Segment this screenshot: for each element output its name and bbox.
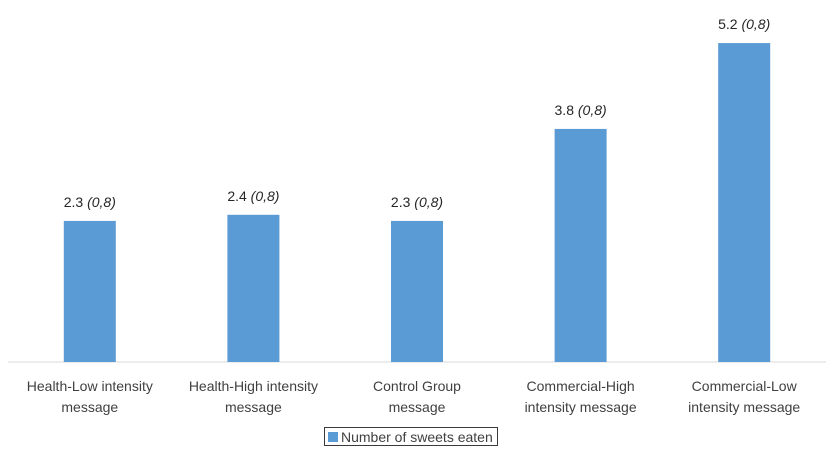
- category-label-3: Commercial-High intensity message: [525, 378, 637, 415]
- bar-2: [391, 220, 443, 362]
- bar-3: [554, 128, 607, 362]
- bar-0: [63, 220, 116, 362]
- category-label-2: Control Group message: [373, 378, 461, 415]
- data-label-3: 3.8 (0,8): [555, 102, 607, 118]
- data-label-2: 2.3 (0,8): [391, 194, 443, 210]
- bar-chart-plot: 2.3 (0,8) Health-Low intensity message 2.4 …: [8, 16, 826, 415]
- legend-label: Number of sweets eaten: [341, 428, 493, 445]
- category-label-4: Commercial-Low intensity message: [688, 378, 800, 415]
- data-label-1: 2.4 (0,8): [227, 188, 279, 204]
- legend: Number of sweets eaten: [324, 427, 498, 446]
- bar-4: [718, 43, 771, 363]
- data-label-4: 5.2 (0,8): [718, 16, 770, 32]
- category-label-0: Health-Low intensity message: [27, 378, 153, 415]
- data-label-0: 2.3 (0,8): [64, 194, 116, 210]
- legend-swatch: [328, 431, 338, 442]
- category-label-1: Health-High intensity message: [189, 378, 318, 415]
- bar-1: [227, 214, 280, 362]
